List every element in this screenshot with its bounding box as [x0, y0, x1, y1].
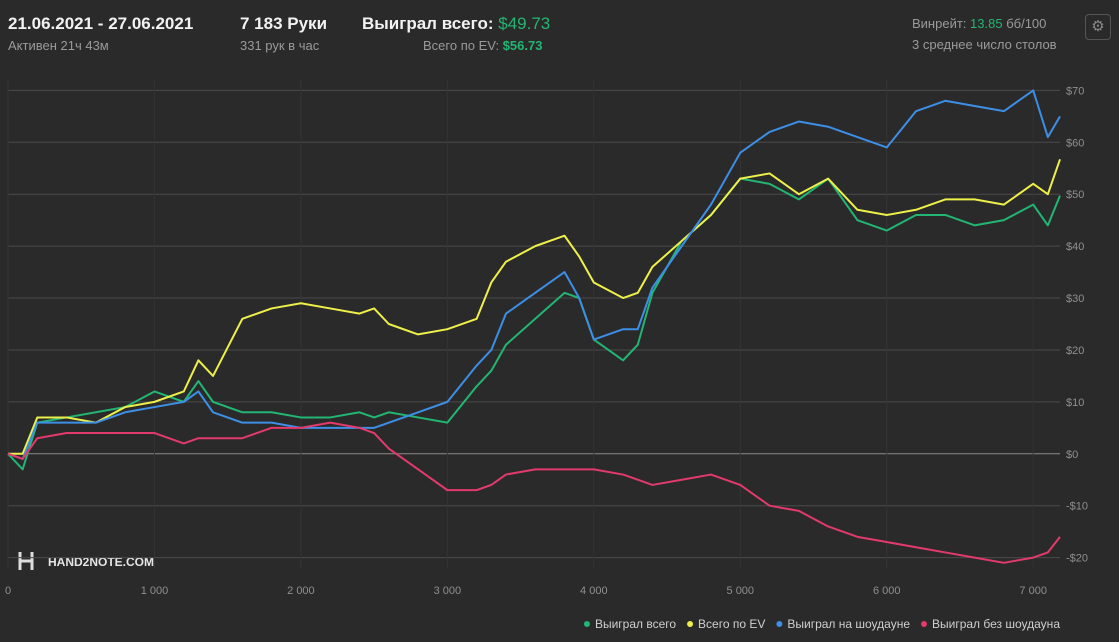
- winrate: Винрейт: 13.85 бб/100: [912, 16, 1046, 31]
- x-tick-label: 3 000: [434, 585, 462, 597]
- y-tick-label: $20: [1066, 345, 1084, 357]
- y-tick-label: $10: [1066, 397, 1084, 409]
- hands-per-hour: 331 рук в час: [240, 38, 320, 53]
- logo: HAND2NOTE.COM: [18, 552, 154, 570]
- ev-label: Всего по EV:: [423, 38, 500, 53]
- series-line: [7, 177, 1061, 471]
- y-tick-label: $70: [1066, 85, 1084, 97]
- y-tick-label: $60: [1066, 137, 1084, 149]
- series-line: [7, 421, 1061, 564]
- won-value: $49.73: [498, 14, 551, 33]
- x-tick-label: 2 000: [287, 585, 315, 597]
- ev-value: $56.73: [502, 38, 543, 53]
- ev: Всего по EV: $56.73: [423, 38, 542, 53]
- legend-label: Выиграл без шоудауна: [932, 617, 1060, 631]
- legend-marker: [921, 621, 927, 627]
- y-tick-label: $30: [1066, 293, 1084, 305]
- series-line: [7, 89, 1061, 460]
- x-tick-label: 4 000: [580, 585, 608, 597]
- legend-label: Выиграл всего: [595, 617, 676, 631]
- series-line: [8, 158, 1061, 455]
- tables: 3 среднее число столов: [912, 37, 1057, 52]
- legend-label: Всего по EV: [698, 617, 765, 631]
- legend-marker: [776, 621, 783, 627]
- x-tick-label: 7 000: [1019, 585, 1047, 597]
- legend: Выиграл без шоудауна Выиграл на шоудауне В…: [583, 617, 1060, 631]
- y-tick-label: $40: [1066, 241, 1084, 253]
- settings-button[interactable]: ⚙: [1085, 14, 1111, 40]
- winrate-label: Винрейт:: [912, 16, 967, 31]
- y-tick-label: $50: [1066, 189, 1084, 201]
- y-tick-label: -$20: [1066, 553, 1088, 565]
- logo-text: HAND2NOTE.COM: [48, 555, 154, 569]
- x-tick-label: 5 000: [727, 585, 755, 597]
- hands: 7 183 Руки: [240, 14, 328, 33]
- x-tick-label: 0: [5, 585, 11, 597]
- y-tick-label: $0: [1066, 449, 1078, 461]
- x-tick-label: 6 000: [873, 585, 901, 597]
- legend-marker: [583, 621, 590, 627]
- won-label: Выиграл всего:: [362, 14, 494, 33]
- y-tick-label: -$10: [1066, 501, 1088, 513]
- dates: 21.06.2021 - 27.06.2021: [8, 14, 194, 33]
- winrate-value: 13.85: [970, 16, 1003, 31]
- legend-label: Выиграл на шоудауне: [787, 617, 910, 631]
- legend-marker: [687, 621, 694, 627]
- active: Активен 21ч 43м: [8, 38, 109, 53]
- winrate-unit: бб/100: [1006, 16, 1047, 31]
- won: Выиграл всего: $49.73: [362, 14, 550, 34]
- x-tick-label: 1 000: [141, 585, 169, 597]
